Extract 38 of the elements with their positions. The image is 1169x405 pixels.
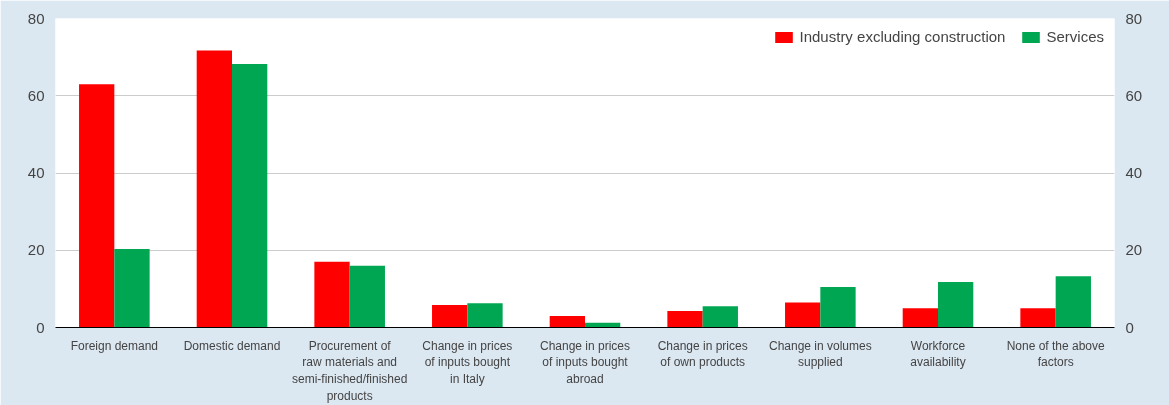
bar	[432, 305, 468, 328]
y2-tick-label: 0	[1125, 318, 1134, 336]
bar	[232, 64, 268, 328]
y-tick-label: 20	[27, 241, 45, 259]
y2-tick-label: 40	[1125, 164, 1143, 181]
y2-tick-label: 60	[1125, 86, 1143, 104]
bar	[1020, 308, 1056, 328]
y2-tick-label: 80	[1125, 9, 1143, 27]
y-tick-label: 60	[27, 86, 45, 104]
x-tick-label: Foreign demand	[70, 338, 159, 353]
y-tick-label: 0	[36, 318, 45, 336]
x-tick-label: Workforce availability	[910, 338, 966, 370]
x-tick-label: None of the above factors	[1006, 338, 1106, 370]
bar	[467, 303, 503, 328]
x-tick-label: Change in prices of inputs bought in Italy	[422, 338, 513, 387]
x-tick-label: Change in prices of inputs bought abroad	[539, 338, 631, 387]
bar	[549, 315, 585, 328]
x-tick-label: Change in volumes supplied	[768, 338, 872, 370]
bar	[114, 249, 150, 328]
bar	[79, 84, 115, 328]
bar	[702, 306, 738, 328]
bar	[902, 308, 938, 328]
y-tick-label: 40	[27, 164, 45, 181]
y2-tick-label: 20	[1125, 241, 1143, 259]
x-tick-label: Domestic demand	[183, 338, 281, 353]
y-tick-label: 80	[27, 9, 45, 27]
bar	[1055, 276, 1091, 328]
bar	[667, 310, 703, 328]
bar	[938, 281, 974, 328]
bar	[349, 265, 385, 328]
bar	[314, 261, 350, 328]
bar	[820, 286, 856, 328]
x-tick-label: Procurement of raw materials and semi-finished/finished products	[291, 338, 408, 403]
x-tick-label: Change in prices of own products	[657, 338, 748, 370]
bar	[785, 302, 821, 328]
legend-label: Industry excluding construction	[799, 28, 1006, 45]
legend-label: Services	[1046, 28, 1104, 45]
bar	[196, 50, 232, 328]
